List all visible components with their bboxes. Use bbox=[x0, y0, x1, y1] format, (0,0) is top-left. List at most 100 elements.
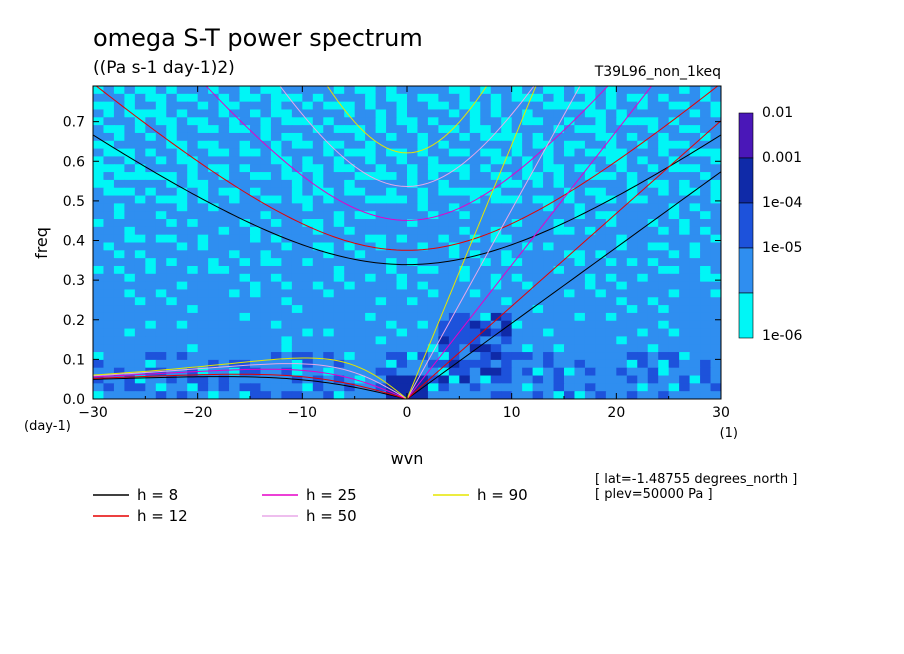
heatmap-cell bbox=[501, 172, 513, 181]
heatmap-cell bbox=[145, 383, 157, 392]
heatmap-cell bbox=[365, 203, 377, 212]
heatmap-cell bbox=[564, 117, 576, 126]
heatmap-cell bbox=[354, 203, 366, 212]
heatmap-cell bbox=[616, 86, 628, 95]
heatmap-cell bbox=[448, 281, 460, 291]
heatmap-cell bbox=[543, 132, 555, 142]
kelvin-curve-h12 bbox=[406, 120, 721, 399]
heatmap-cell bbox=[417, 258, 429, 267]
heatmap-cell bbox=[166, 281, 178, 291]
heatmap-cell bbox=[134, 375, 146, 384]
heatmap-cell bbox=[302, 312, 314, 322]
heatmap-cell bbox=[323, 164, 335, 173]
heatmap-cell bbox=[155, 211, 167, 220]
heatmap-cell bbox=[208, 148, 220, 158]
heatmap-cell bbox=[145, 156, 157, 165]
heatmap-cell bbox=[626, 320, 638, 330]
heatmap-cell bbox=[187, 273, 199, 283]
heatmap-cell bbox=[407, 289, 419, 298]
heatmap-cell bbox=[260, 109, 272, 118]
heatmap-cell bbox=[647, 281, 659, 291]
heatmap-cell bbox=[490, 297, 502, 306]
heatmap-cell bbox=[375, 109, 387, 118]
heatmap-cell bbox=[679, 352, 691, 361]
heatmap-cell bbox=[710, 226, 721, 236]
heatmap-cell bbox=[375, 305, 387, 314]
heatmap-cell bbox=[616, 375, 628, 384]
heatmap-cell bbox=[574, 320, 586, 330]
heatmap-cell bbox=[543, 195, 555, 204]
heatmap-cell bbox=[176, 328, 188, 338]
heatmap-cell bbox=[626, 93, 638, 103]
heatmap-cell bbox=[501, 250, 513, 259]
heatmap-cell bbox=[668, 187, 680, 197]
heatmap-cell bbox=[700, 226, 712, 236]
heatmap-cell bbox=[229, 305, 241, 314]
heatmap-cell bbox=[427, 187, 439, 197]
heatmap-cell bbox=[145, 93, 157, 103]
heatmap-cell bbox=[564, 86, 576, 95]
heatmap-cell bbox=[668, 132, 680, 142]
heatmap-cell bbox=[270, 164, 282, 173]
heatmap-cell bbox=[448, 86, 460, 95]
heatmap-cell bbox=[281, 179, 293, 189]
heatmap-cell bbox=[689, 265, 701, 275]
heatmap-cell bbox=[344, 305, 356, 314]
heatmap-cell bbox=[637, 172, 649, 181]
heatmap-cell bbox=[564, 93, 576, 103]
heatmap-cell bbox=[595, 258, 607, 267]
heatmap-cell bbox=[553, 328, 565, 338]
heatmap-cell bbox=[218, 391, 230, 399]
heatmap-cell bbox=[605, 187, 617, 197]
heatmap-cell bbox=[658, 273, 670, 283]
heatmap-cell bbox=[197, 234, 209, 244]
heatmap-cell bbox=[145, 320, 157, 330]
heatmap-cell bbox=[302, 250, 314, 259]
heatmap-cell bbox=[417, 117, 429, 126]
heatmap-cell bbox=[176, 320, 188, 330]
heatmap-cell bbox=[407, 211, 419, 220]
heatmap-cell bbox=[637, 179, 649, 189]
heatmap-cell bbox=[605, 258, 617, 267]
heatmap-cell bbox=[260, 250, 272, 259]
heatmap-cell bbox=[396, 86, 408, 95]
heatmap-cell bbox=[239, 226, 251, 236]
heatmap-cell bbox=[155, 219, 167, 228]
heatmap-cell bbox=[218, 172, 230, 181]
heatmap-cell bbox=[407, 352, 419, 361]
heatmap-cell bbox=[239, 297, 251, 306]
heatmap-cell bbox=[396, 101, 408, 111]
heatmap-cell bbox=[647, 273, 659, 283]
heatmap-cell bbox=[344, 312, 356, 322]
heatmap-cell bbox=[700, 305, 712, 314]
heatmap-cell bbox=[710, 352, 721, 361]
heatmap-cell bbox=[312, 352, 324, 361]
heatmap-cell bbox=[145, 258, 157, 267]
heatmap-cell bbox=[595, 367, 607, 377]
heatmap-cell bbox=[532, 367, 544, 377]
heatmap-cell bbox=[239, 140, 251, 150]
heatmap-cell bbox=[689, 179, 701, 189]
heatmap-cell bbox=[407, 234, 419, 244]
heatmap-cell bbox=[344, 328, 356, 338]
heatmap-cell bbox=[323, 187, 335, 197]
heatmap-cell bbox=[323, 250, 335, 259]
heatmap-cell bbox=[386, 148, 398, 158]
heatmap-cell bbox=[333, 344, 345, 353]
heatmap-cell bbox=[448, 117, 460, 126]
heatmap-cell bbox=[124, 312, 136, 322]
heatmap-cell bbox=[616, 281, 628, 291]
heatmap-cell bbox=[574, 383, 586, 392]
heatmap-cell bbox=[386, 195, 398, 204]
heatmap-cell bbox=[427, 391, 439, 399]
heatmap-cell bbox=[459, 250, 471, 259]
heatmap-cell bbox=[260, 344, 272, 353]
heatmap-cell bbox=[333, 352, 345, 361]
heatmap-cell bbox=[553, 367, 565, 377]
heatmap-cell bbox=[553, 117, 565, 126]
heatmap-cell bbox=[229, 226, 241, 236]
heatmap-cell bbox=[208, 359, 220, 369]
heatmap-cell bbox=[375, 148, 387, 158]
heatmap-cell bbox=[480, 195, 492, 204]
heatmap-cell bbox=[469, 297, 481, 306]
